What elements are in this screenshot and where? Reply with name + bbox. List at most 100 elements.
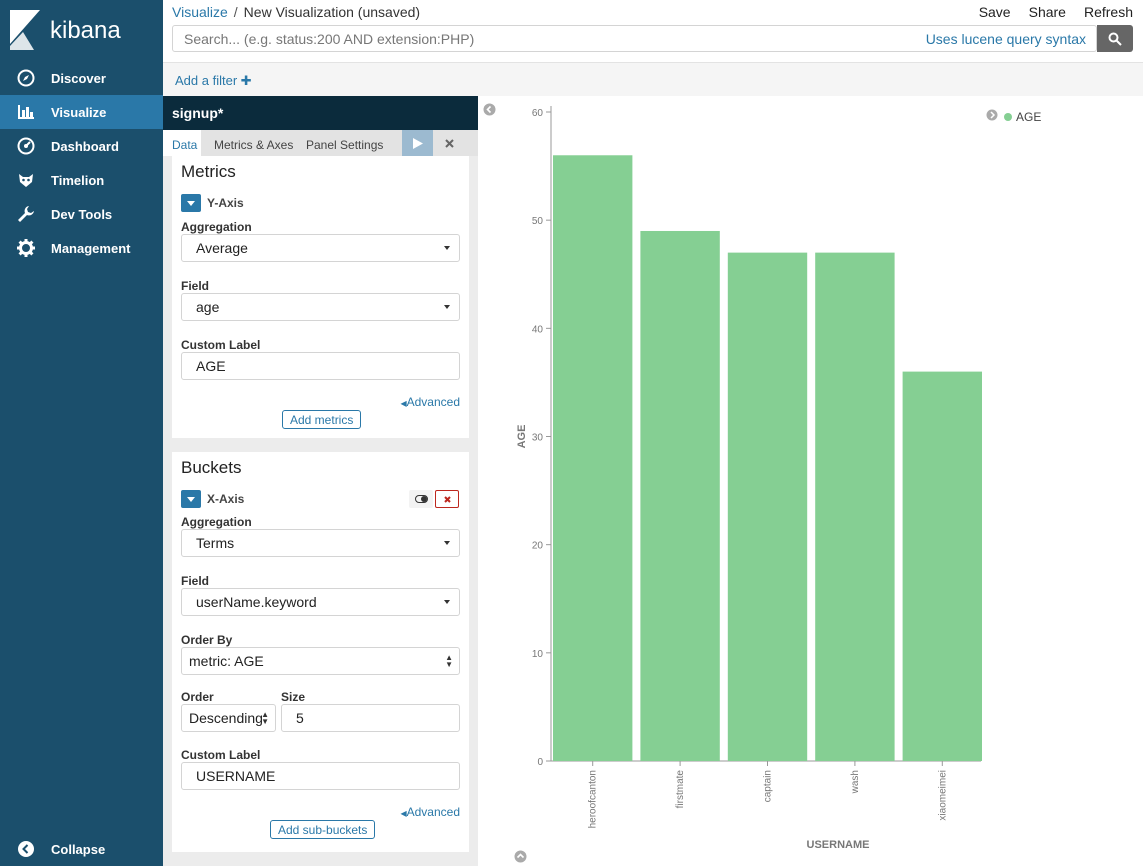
order-by-select[interactable]: metric: AGE ▲ ▼ (181, 647, 460, 675)
index-pattern-title: signup* (163, 96, 478, 130)
share-button[interactable]: Share (1028, 4, 1066, 20)
chevron-right-circle-icon (986, 109, 998, 121)
y-tick-label: 30 (532, 433, 544, 444)
top-header: Visualize / New Visualization (unsaved) Sa… (163, 0, 1143, 62)
chevron-down-icon (187, 200, 195, 206)
y-tick-label: 50 (532, 216, 544, 227)
bar-chart: 0 10 20 30 40 50 60 heroofcanton firstmate captai… (516, 106, 982, 851)
kibana-logo[interactable]: kibana (0, 0, 163, 62)
remove-aggregation-button[interactable] (435, 490, 459, 508)
y-tick-label: 10 (532, 649, 544, 660)
bucket-field-label: Field (181, 574, 210, 588)
play-icon (412, 137, 423, 149)
y-tick-label: 60 (532, 108, 544, 119)
sidebar-item-dev-tools[interactable]: Dev Tools (0, 197, 163, 231)
bucket-custom-label-input[interactable]: USERNAME (181, 762, 460, 790)
chevron-down-icon (187, 496, 195, 502)
y-axis-title: AGE (516, 425, 528, 449)
order-by-label: Order By (181, 633, 233, 647)
add-metrics-button[interactable]: Add metrics (282, 410, 362, 429)
breadcrumb-visualize-link[interactable]: Visualize (172, 4, 228, 20)
bar-wash[interactable] (815, 252, 895, 761)
add-filter-button[interactable]: Add a filter ✚ (175, 73, 252, 89)
add-sub-buckets-button[interactable]: Add sub-buckets (270, 820, 376, 839)
order-select[interactable]: Descending ▲ ▼ (181, 704, 276, 732)
metric-aggregation-value: Average (196, 240, 248, 256)
sidebar-item-visualize[interactable]: Visualize (0, 95, 163, 129)
bucket-field-select[interactable]: userName.keyword (181, 588, 460, 616)
apply-changes-button[interactable] (402, 130, 433, 156)
y-tick-label: 0 (537, 757, 543, 768)
legend-toggle-button[interactable] (986, 109, 998, 124)
breadcrumb-current: New Visualization (unsaved) (243, 4, 421, 20)
x-tick-label: xiaomeimei (937, 770, 948, 821)
sidebar-item-discover[interactable]: Discover (0, 61, 163, 95)
chevron-down-icon (444, 246, 450, 250)
sidebar-item-management[interactable]: Management (0, 231, 163, 265)
sidebar-nav: Discover Visualize Dashboard Timelion (0, 61, 163, 265)
metric-field-value: age (196, 299, 220, 315)
bar-chart-icon (16, 102, 36, 122)
bar-xiaomeimei[interactable] (902, 371, 982, 761)
size-input[interactable]: 5 (281, 704, 460, 732)
query-bar: Uses lucene query syntax (172, 25, 1097, 52)
collapse-editor-button[interactable] (483, 103, 496, 121)
bucket-field-value: userName.keyword (196, 594, 317, 610)
y-axis-agg-name: Y-Axis (207, 196, 244, 210)
sidebar-item-label: Timelion (51, 172, 105, 188)
collapse-sidebar-button[interactable]: Collapse (0, 832, 163, 866)
kibana-logo-text: kibana (50, 17, 121, 44)
metric-aggregation-select[interactable]: Average (181, 234, 460, 262)
legend-item-label[interactable]: AGE (1016, 109, 1042, 124)
tab-metrics-axes[interactable]: Metrics & Axes (214, 138, 294, 152)
up-down-arrows-icon: ▲ ▼ (261, 710, 269, 726)
bucket-aggregation-select[interactable]: Terms (181, 529, 460, 557)
chevron-up-circle-icon (514, 850, 527, 863)
bucket-advanced-toggle[interactable]: ◀Advanced (400, 805, 460, 819)
search-input[interactable] (173, 26, 913, 51)
search-button[interactable] (1097, 25, 1133, 52)
x-tick-label: wash (850, 770, 861, 794)
breadcrumb: Visualize / New Visualization (unsaved) (172, 4, 420, 20)
y-tick-label: 40 (532, 324, 544, 335)
timelion-icon (16, 170, 36, 190)
buckets-section: Buckets X-Axis Aggregation Terms Field u… (172, 452, 469, 852)
y-axis-agg-header: Y-Axis (181, 194, 244, 212)
disable-aggregation-toggle[interactable] (409, 490, 433, 508)
metric-field-select[interactable]: age (181, 293, 460, 321)
save-button[interactable]: Save (978, 4, 1011, 20)
sidebar-item-timelion[interactable]: Timelion (0, 163, 163, 197)
toggle-x-axis-button[interactable] (181, 490, 201, 508)
toggle-y-axis-button[interactable] (181, 194, 201, 212)
metrics-heading: Metrics (181, 162, 236, 181)
refresh-button[interactable]: Refresh (1083, 4, 1133, 20)
up-down-arrows-icon: ▲ ▼ (445, 653, 453, 669)
chevron-down-icon (444, 305, 450, 309)
sidebar-item-label: Visualize (51, 104, 107, 120)
x-axis-agg-name: X-Axis (207, 492, 245, 506)
bar-firstmate[interactable] (640, 230, 720, 761)
bar-captain[interactable] (727, 252, 808, 761)
bar-heroofcanton[interactable] (553, 155, 633, 761)
tab-data[interactable]: Data (163, 130, 201, 156)
buckets-heading: Buckets (181, 458, 242, 477)
tab-panel-settings[interactable]: Panel Settings (306, 138, 384, 152)
discard-changes-button[interactable] (437, 130, 461, 156)
add-filter-label: Add a filter (175, 73, 238, 88)
x-tick-label: heroofcanton (588, 770, 599, 828)
metrics-section: Metrics Y-Axis Aggregation Average Field… (172, 156, 469, 438)
x-tick-label: captain (763, 770, 774, 802)
caret-left-icon: ◀ (400, 809, 407, 818)
lucene-syntax-link[interactable]: Uses lucene query syntax (925, 31, 1086, 47)
toggle-spy-panel-button[interactable] (514, 850, 527, 866)
metric-custom-label-input[interactable]: AGE (181, 352, 460, 380)
wrench-icon (16, 204, 36, 224)
x-axis-agg-header: X-Axis (181, 490, 244, 508)
chart-legend: AGE (986, 109, 1041, 124)
search-icon (1108, 32, 1122, 46)
order-by-value: metric: AGE (189, 653, 264, 669)
bucket-custom-label-label: Custom Label (181, 748, 261, 762)
metric-advanced-toggle[interactable]: ◀Advanced (400, 395, 460, 409)
sidebar-item-dashboard[interactable]: Dashboard (0, 129, 163, 163)
